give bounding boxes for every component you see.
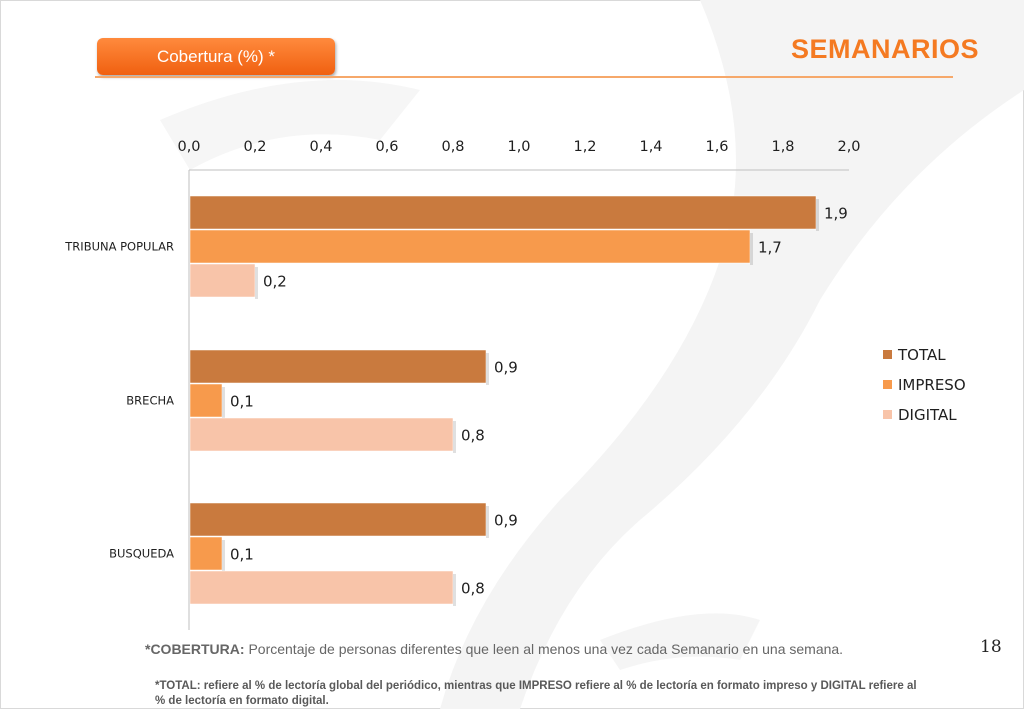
bar-shadow — [486, 506, 489, 538]
x-tick-label: 0,4 — [309, 139, 332, 155]
bar-shadow — [486, 353, 489, 385]
bar-digital — [189, 263, 256, 298]
x-tick-label: 1,8 — [771, 139, 794, 155]
bar-total — [189, 349, 487, 384]
bar-impreso — [189, 229, 751, 264]
x-tick-label: 1,4 — [639, 139, 662, 155]
legend: TOTAL IMPRESO DIGITAL — [883, 346, 966, 424]
data-label: 0,2 — [263, 273, 287, 291]
x-tick-label: 2,0 — [837, 139, 860, 155]
footnote-text: Porcentaje de personas diferentes que le… — [244, 641, 844, 657]
legend-label: TOTAL — [897, 346, 946, 364]
category-label: BRECHA — [126, 394, 174, 408]
title-divider — [95, 76, 953, 78]
bars — [189, 195, 819, 606]
legend-swatch-impreso — [883, 380, 892, 389]
category-labels: TRIBUNA POPULAR BRECHA BUSQUEDA — [64, 240, 174, 561]
x-tick-label: 1,6 — [705, 139, 728, 155]
data-label: 0,9 — [494, 359, 518, 377]
x-tick-label: 0,6 — [375, 139, 398, 155]
x-tick-label: 0,0 — [177, 139, 200, 155]
bar-shadow — [222, 540, 225, 572]
x-tick-label: 1,0 — [507, 139, 530, 155]
data-label: 0,1 — [230, 393, 254, 411]
data-label: 1,9 — [824, 205, 848, 223]
data-label: 1,7 — [758, 239, 782, 257]
footnote-term: *COBERTURA: — [145, 641, 245, 657]
footnote-note: *TOTAL: refiere al % de lectoría global … — [155, 680, 917, 707]
metric-badge-label: Cobertura (%) * — [156, 46, 276, 66]
bar-digital — [189, 570, 454, 605]
bar-total — [189, 502, 487, 537]
bar-shadow — [750, 233, 753, 265]
bar-shadow — [453, 421, 456, 453]
bar-shadow — [816, 199, 819, 231]
bar-shadow — [222, 387, 225, 419]
bar-total — [189, 195, 817, 230]
page-title: SEMANARIOS — [790, 34, 979, 64]
data-label: 0,1 — [230, 546, 254, 564]
legend-swatch-total — [883, 350, 892, 359]
footnote: *COBERTURA: Porcentaje de personas difer… — [145, 641, 905, 658]
data-label: 0,9 — [494, 512, 518, 530]
data-labels: 1,9 0,9 0,9 1,7 0,1 0,1 0,2 0,8 0,8 — [230, 205, 848, 598]
x-tick-label: 1,2 — [573, 139, 596, 155]
data-label: 0,8 — [461, 580, 485, 598]
legend-label: DIGITAL — [898, 406, 957, 424]
x-tick-label: 0,2 — [243, 139, 266, 155]
data-label: 0,8 — [461, 427, 485, 445]
legend-label: IMPRESO — [898, 376, 966, 394]
bar-shadow — [453, 574, 456, 606]
bar-digital — [189, 417, 454, 452]
bar-impreso — [189, 383, 223, 418]
category-label: TRIBUNA POPULAR — [64, 240, 174, 254]
category-label: BUSQUEDA — [109, 547, 174, 561]
bar-shadow — [255, 267, 258, 299]
x-axis-ticks: 0,0 0,2 0,4 0,6 0,8 1,0 1,2 1,4 1,6 1,8 2,0 — [177, 139, 860, 155]
page-number: 18 — [980, 637, 1002, 657]
metric-badge: Cobertura (%) * — [97, 38, 335, 75]
legend-swatch-digital — [883, 410, 892, 419]
x-tick-label: 0,8 — [441, 139, 464, 155]
bar-impreso — [189, 536, 223, 571]
